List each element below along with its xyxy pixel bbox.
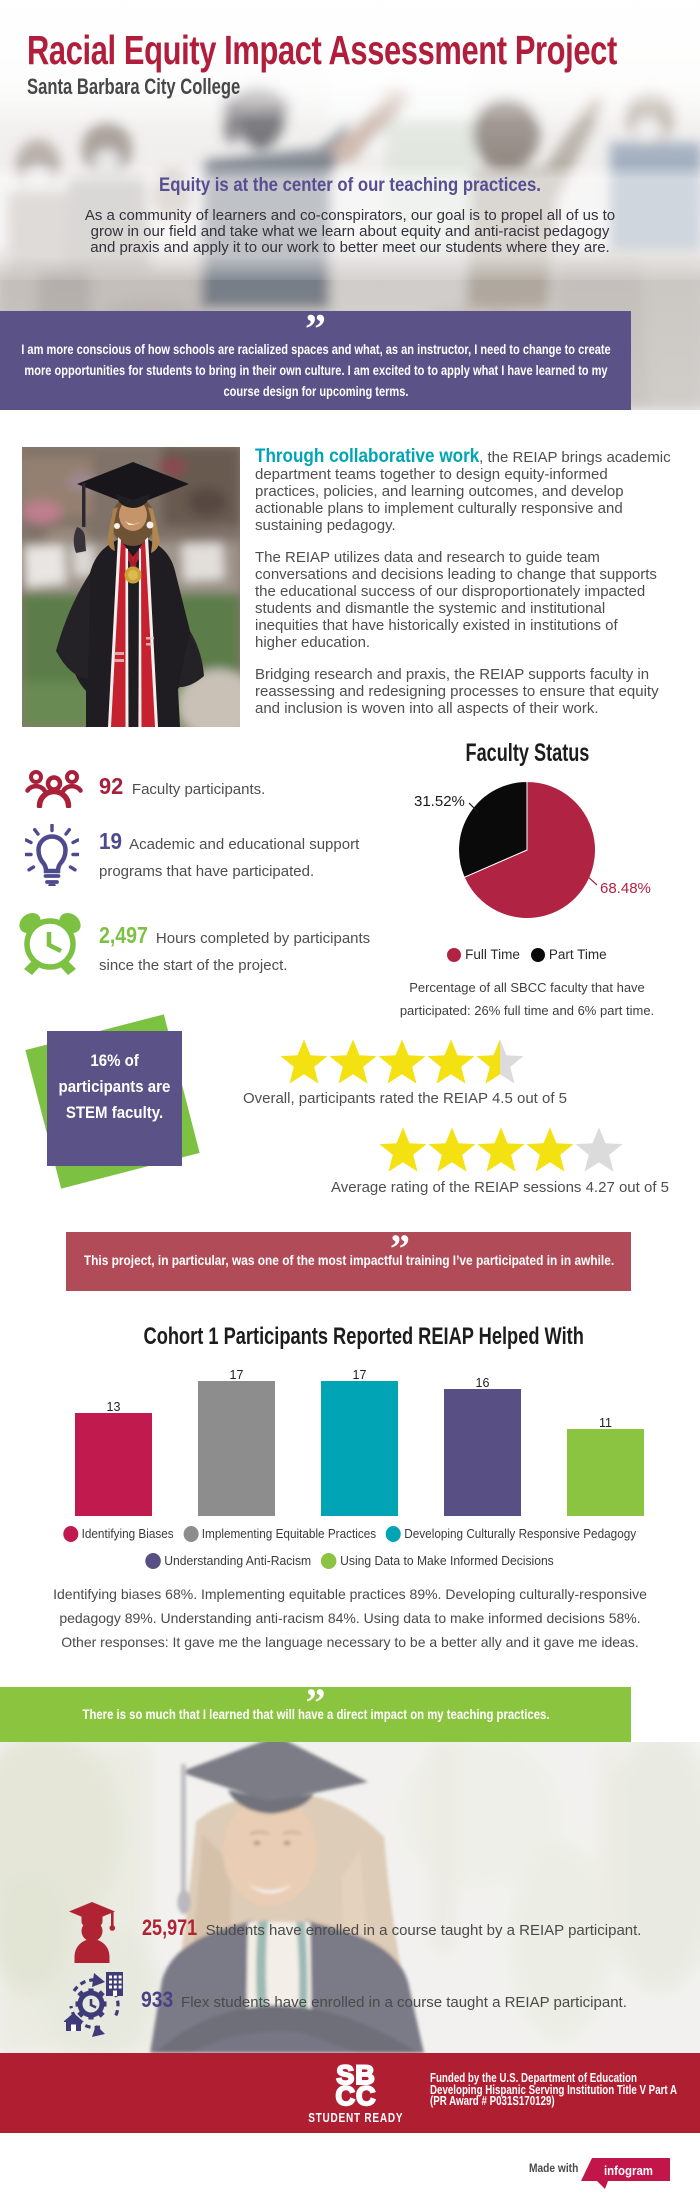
svg-text:infogram: infogram <box>604 2164 653 2178</box>
